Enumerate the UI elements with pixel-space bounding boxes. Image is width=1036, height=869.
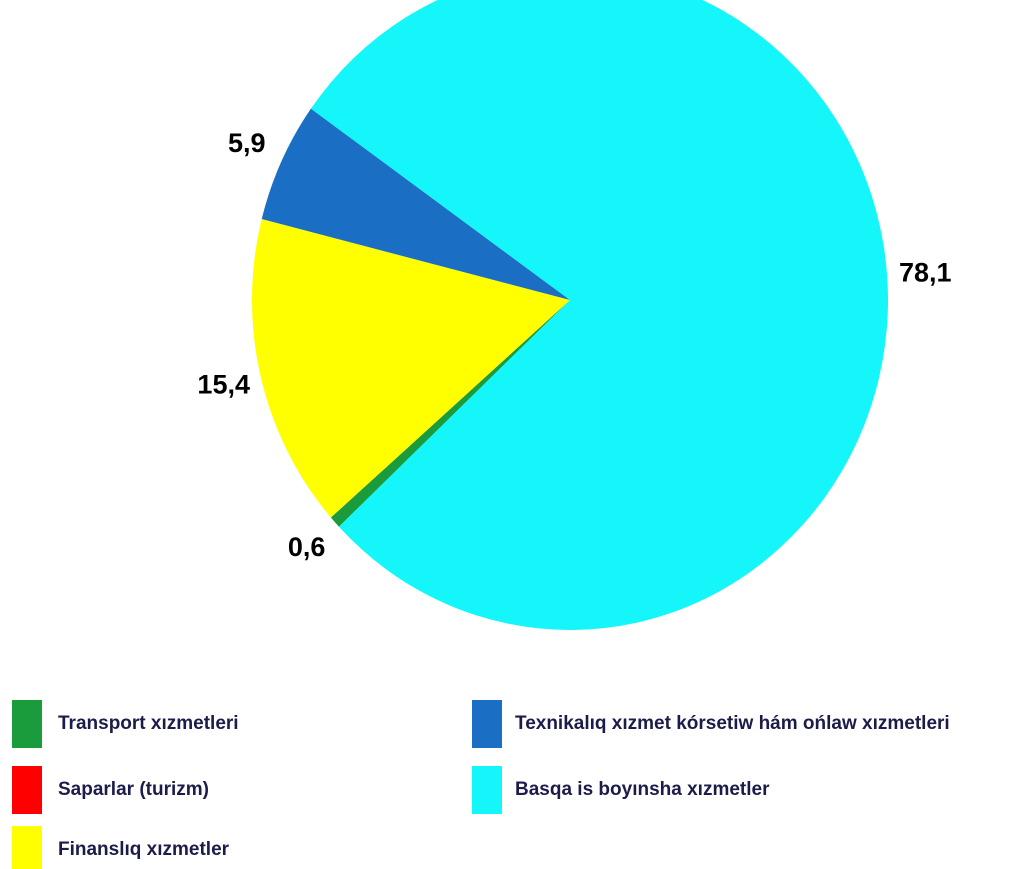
- legend-label: Finanslıq xızmetler: [58, 839, 230, 860]
- legend-label: Basqa is boyınsha xızmetler: [515, 779, 770, 800]
- legend-swatch: [12, 700, 42, 748]
- pie-slice: [330, 300, 570, 527]
- legend-label: Saparlar (turizm): [58, 779, 209, 800]
- pie-slice: [310, 0, 888, 630]
- pie-slice: [251, 219, 570, 518]
- legend-swatch: [12, 826, 42, 869]
- data-label: 15,4: [197, 370, 250, 400]
- legend-label: Transport xızmetleri: [58, 713, 239, 734]
- data-label: 78,1: [899, 257, 952, 287]
- data-label: 5,9: [228, 128, 266, 158]
- legend-swatch: [472, 700, 502, 748]
- pie-slice: [261, 108, 570, 300]
- legend-swatch: [472, 766, 502, 814]
- data-label: 0,6: [288, 532, 326, 562]
- legend-swatch: [12, 766, 42, 814]
- legend-label: Texnikalıq xızmet kórsetiw hám ońlaw xız…: [515, 713, 950, 734]
